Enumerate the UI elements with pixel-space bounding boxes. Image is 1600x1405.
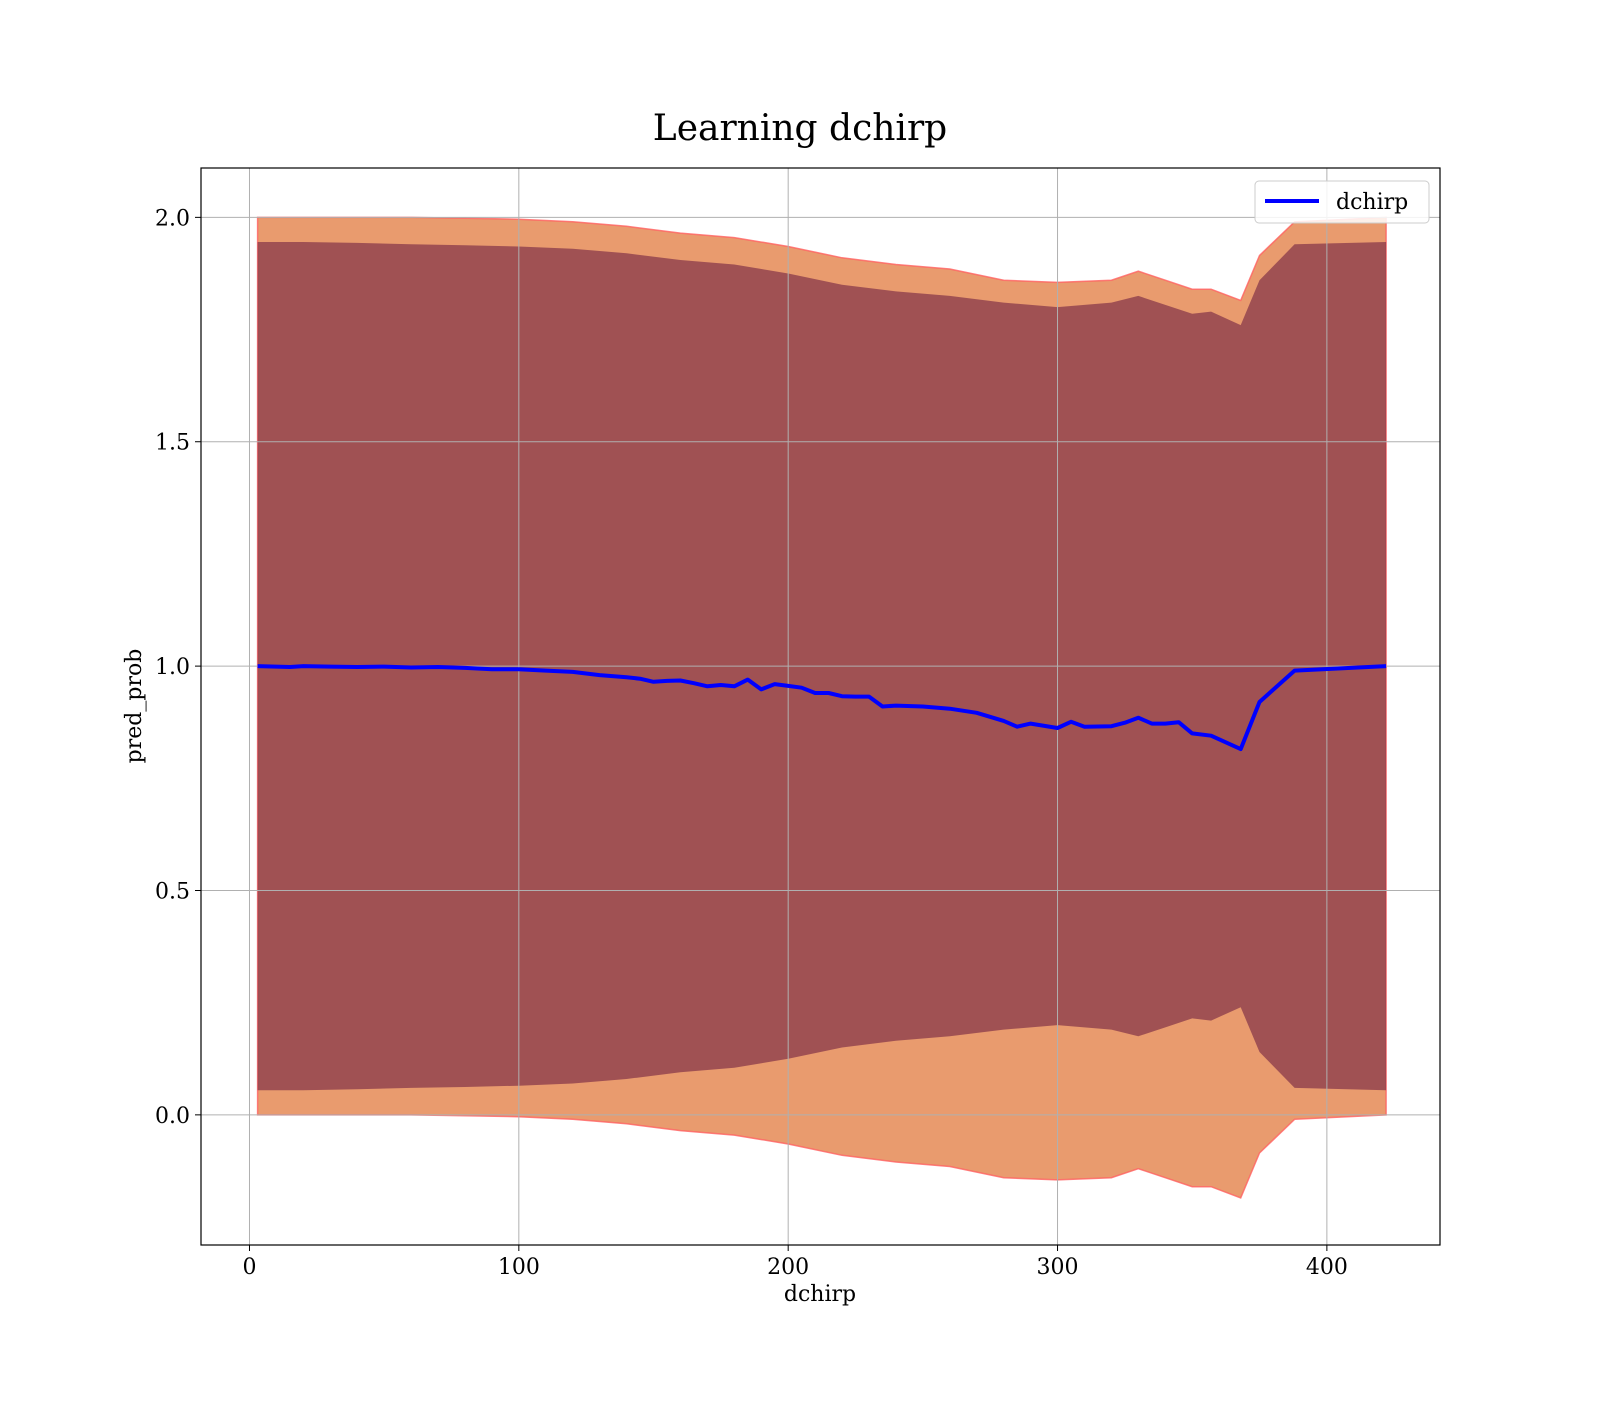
plot-area xyxy=(201,168,1440,1245)
chart-title: Learning dchirp xyxy=(653,108,947,149)
y-tick-label: 0.0 xyxy=(155,1104,190,1129)
x-axis-label: dchirp xyxy=(784,1282,856,1307)
y-tick-label: 0.5 xyxy=(155,879,190,904)
y-tick-label: 2.0 xyxy=(155,206,190,231)
legend-box xyxy=(1254,180,1430,224)
x-tick-label: 200 xyxy=(767,1255,809,1280)
x-tick-label: 400 xyxy=(1306,1255,1348,1280)
x-tick-label: 300 xyxy=(1037,1255,1079,1280)
legend-label: dchirp xyxy=(1336,190,1408,215)
x-tick-label: 0 xyxy=(242,1255,256,1280)
y-tick-label: 1.0 xyxy=(155,655,190,680)
legend: dchirp xyxy=(1254,180,1430,224)
plot-frame xyxy=(200,167,1441,1246)
series-line-dchirp xyxy=(257,664,1387,752)
y-axis-label: pred_prob xyxy=(122,649,147,764)
y-tick-label: 1.5 xyxy=(155,431,190,456)
x-tick-label: 100 xyxy=(498,1255,540,1280)
axis-ticks: 0 100 200 300 400 0.0 0.5 1.0 1.5 2.0 xyxy=(155,206,1348,1280)
